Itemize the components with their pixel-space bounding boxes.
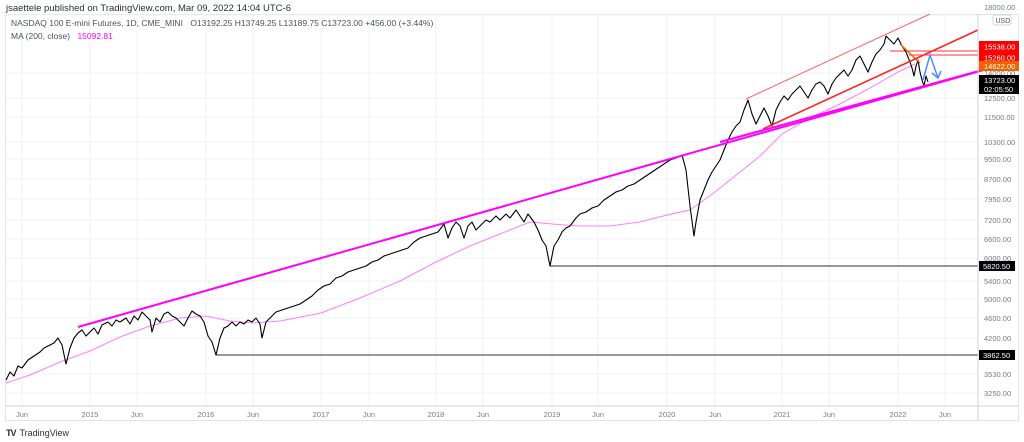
currency-label: USD (996, 18, 1011, 25)
time-axis[interactable]: Jun 2015 Jun 2016 Jun 2017 Jun 2018 Jun … (16, 410, 951, 419)
price-axis[interactable]: 18000.00 14000.00 12500.00 11500.00 1030… (984, 3, 1015, 398)
lower-channel-line[interactable] (762, 29, 979, 130)
time-tick: Jun (939, 410, 951, 419)
currency-tag[interactable]: USD (992, 14, 1012, 26)
time-tick: Jun (823, 410, 835, 419)
ma-value: 15092.81 (77, 31, 113, 41)
bar-countdown: 02:05:50 (984, 85, 1013, 94)
badge-last-price: 13723.00 02:05:50 (979, 75, 1019, 94)
upper-channel-line[interactable] (745, 13, 931, 100)
publisher-line: jsaettele published on TradingView.com, … (6, 3, 291, 14)
price-tick: 3530.00 (984, 370, 1011, 379)
time-tick: 2022 (890, 410, 907, 419)
time-tick: 2017 (313, 410, 330, 419)
time-tick: 2018 (428, 410, 445, 419)
symbol-title: NASDAQ 100 E-mini Futures, 1D, CME_MINI (11, 18, 183, 28)
price-tick: 6000.00 (984, 254, 1011, 263)
badge-14622: 14622.00 (979, 61, 1019, 71)
time-tick: 2019 (544, 410, 561, 419)
open-value: O13192.25 (190, 18, 233, 28)
price-tick: 5000.00 (984, 295, 1011, 304)
change-value: +456.00 (+3.44%) (365, 18, 434, 28)
time-tick: Jun (247, 410, 259, 419)
svg-text:15260.00: 15260.00 (984, 54, 1015, 63)
price-tick: 7950.00 (984, 195, 1011, 204)
price-tick: 18000.00 (984, 3, 1015, 12)
time-tick: Jun (592, 410, 604, 419)
time-tick: Jun (16, 410, 28, 419)
price-tick: 6600.00 (984, 235, 1011, 244)
price-tick: 10300.00 (984, 138, 1015, 147)
close-value: C13723.00 (321, 18, 363, 28)
high-value: H13749.25 (234, 18, 277, 28)
price-tick: 7200.00 (984, 216, 1011, 225)
price-tick: 5400.00 (984, 277, 1011, 286)
time-tick: 2020 (659, 410, 676, 419)
magenta-upper-trendline[interactable] (77, 59, 1020, 328)
price-tick: 4600.00 (984, 314, 1011, 323)
badge-5820: 5820.50 (979, 261, 1015, 271)
symbol-legend-row[interactable]: NASDAQ 100 E-mini Futures, 1D, CME_MINI … (11, 17, 433, 30)
time-tick: Jun (709, 410, 721, 419)
tradingview-logo-icon: TV (6, 428, 16, 438)
price-tick: 9500.00 (984, 155, 1011, 164)
price-tick: 11500.00 (984, 113, 1015, 122)
price-tick: 3250.00 (984, 389, 1011, 398)
grid (6, 14, 978, 406)
svg-text:15538.00: 15538.00 (984, 43, 1015, 52)
price-tick: 12500.00 (984, 94, 1015, 103)
time-tick: Jun (131, 410, 143, 419)
price-tick: 4200.00 (984, 334, 1011, 343)
tradingview-brand: TradingView (19, 428, 70, 438)
chart-legend: NASDAQ 100 E-mini Futures, 1D, CME_MINI … (11, 17, 433, 43)
time-tick: Jun (477, 410, 489, 419)
magenta-support-trendline[interactable] (719, 59, 1020, 143)
tradingview-logo[interactable]: TV TradingView (6, 428, 69, 438)
svg-text:3862.50: 3862.50 (983, 351, 1010, 360)
time-tick: 2016 (198, 410, 215, 419)
price-series-line (5, 35, 929, 381)
low-value: L13189.75 (278, 18, 319, 28)
badge-3862: 3862.50 (979, 350, 1015, 360)
ma-label: MA (200, close) (11, 31, 71, 41)
projection-arrow-icon[interactable] (922, 52, 942, 81)
svg-text:13723.00: 13723.00 (984, 76, 1015, 85)
price-tick: 8700.00 (984, 175, 1011, 184)
badge-15260: 15260.00 (979, 52, 1019, 63)
time-tick: 2015 (82, 410, 99, 419)
badge-15538: 15538.00 (979, 41, 1019, 52)
svg-text:14622.00: 14622.00 (984, 62, 1015, 71)
price-tick: 14000.00 (984, 69, 1015, 78)
ma-200-line (5, 63, 916, 384)
svg-text:5820.50: 5820.50 (983, 262, 1010, 271)
time-tick: Jun (363, 410, 375, 419)
time-tick: 2021 (774, 410, 791, 419)
orange-trendline[interactable] (899, 43, 921, 64)
ma-legend-row[interactable]: MA (200, close) 15092.81 (11, 30, 433, 43)
